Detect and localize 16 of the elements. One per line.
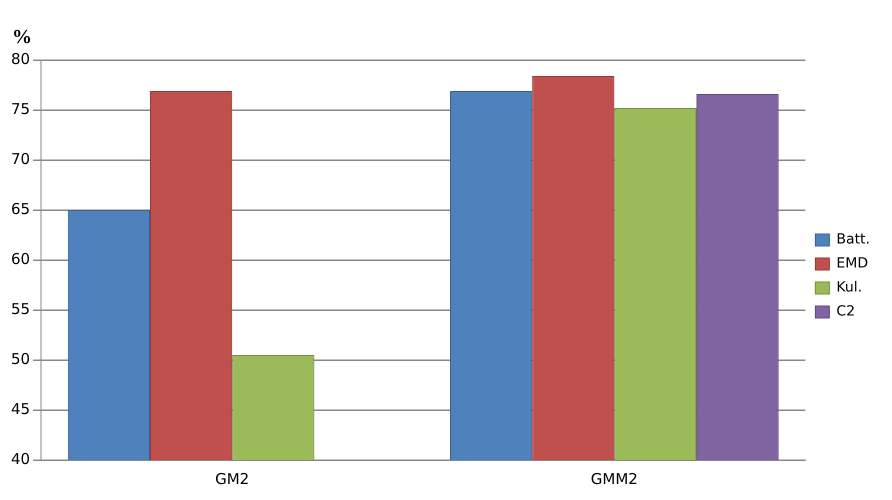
y-axis-title: % xyxy=(12,26,32,48)
y-tick-label: 65 xyxy=(10,200,30,218)
x-tick-label: GMM2 xyxy=(590,470,638,488)
legend-label: C2 xyxy=(836,304,856,320)
y-tick-label: 70 xyxy=(10,150,30,168)
legend-label: Kul. xyxy=(836,280,862,296)
legend-label: EMD xyxy=(836,256,868,272)
y-tick-label: 80 xyxy=(10,50,30,68)
x-tick-label: GM2 xyxy=(215,470,250,488)
y-tick-label: 45 xyxy=(10,400,30,418)
y-tick-label: 75 xyxy=(10,100,30,118)
legend-label: Batt. xyxy=(836,232,870,248)
y-tick-label: 55 xyxy=(10,300,30,318)
y-tick-label: 50 xyxy=(10,350,30,368)
y-tick-label: 60 xyxy=(10,250,30,268)
y-tick-label: 40 xyxy=(10,450,30,468)
